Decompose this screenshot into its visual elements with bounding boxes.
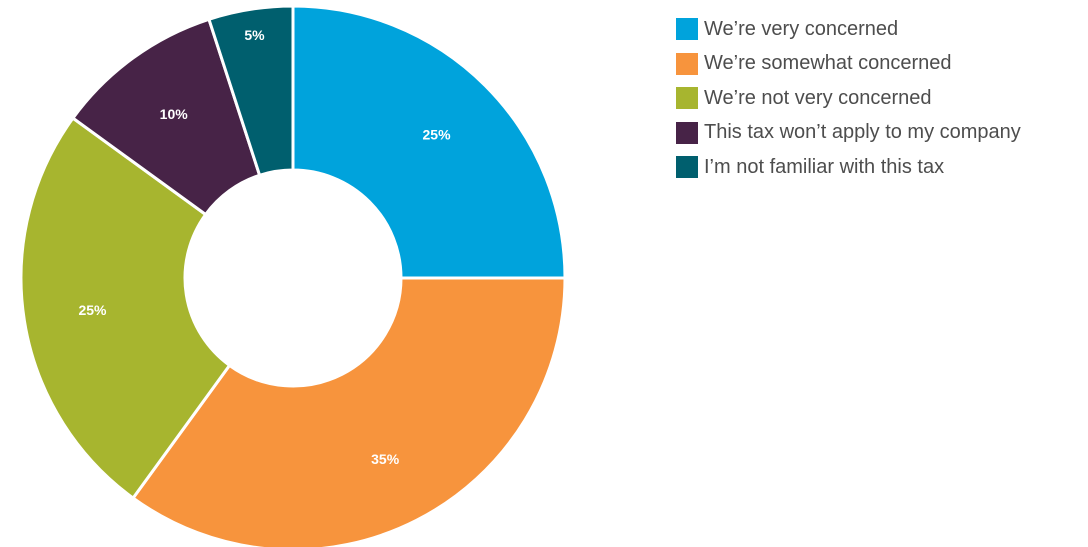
legend-swatch bbox=[676, 87, 698, 110]
data-label-not-very-concerned: 25% bbox=[78, 302, 107, 318]
legend-item-not-familiar: I’m not familiar with this tax bbox=[676, 150, 1021, 185]
slice-not-very-concerned bbox=[19, 116, 232, 500]
data-label-somewhat-concerned: 35% bbox=[371, 451, 400, 467]
data-label-very-concerned: 25% bbox=[423, 126, 452, 142]
data-label-not-applicable: 10% bbox=[160, 106, 189, 122]
data-label-not-familiar: 5% bbox=[244, 27, 265, 43]
legend-item-somewhat-concerned: We’re somewhat concerned bbox=[676, 47, 1021, 82]
slice-very-concerned bbox=[291, 4, 567, 280]
legend-label: I’m not familiar with this tax bbox=[704, 155, 945, 178]
legend-label: We’re very concerned bbox=[704, 17, 899, 40]
legend-swatch bbox=[676, 121, 698, 144]
labels-group: 25% 35% 25% 10% 5% bbox=[78, 27, 451, 467]
legend-item-not-very-concerned: We’re not very concerned bbox=[676, 81, 1021, 116]
slice-somewhat-concerned bbox=[131, 276, 567, 547]
legend-swatch bbox=[676, 156, 698, 179]
legend-swatch bbox=[676, 18, 698, 41]
legend-item-not-applicable: This tax won’t apply to my company bbox=[676, 116, 1021, 151]
slices-group bbox=[19, 4, 567, 547]
legend: We’re very concerned We’re somewhat conc… bbox=[676, 12, 1021, 185]
legend-label: This tax won’t apply to my company bbox=[704, 121, 1021, 144]
slice-not-applicable bbox=[71, 17, 262, 217]
legend-label: We’re somewhat concerned bbox=[704, 52, 952, 75]
legend-swatch bbox=[676, 52, 698, 75]
legend-item-very-concerned: We’re very concerned bbox=[676, 12, 1021, 47]
legend-label: We’re not very concerned bbox=[704, 86, 932, 109]
donut-chart: 25% 35% 25% 10% 5% bbox=[19, 4, 567, 547]
slice-not-familiar bbox=[207, 4, 295, 177]
